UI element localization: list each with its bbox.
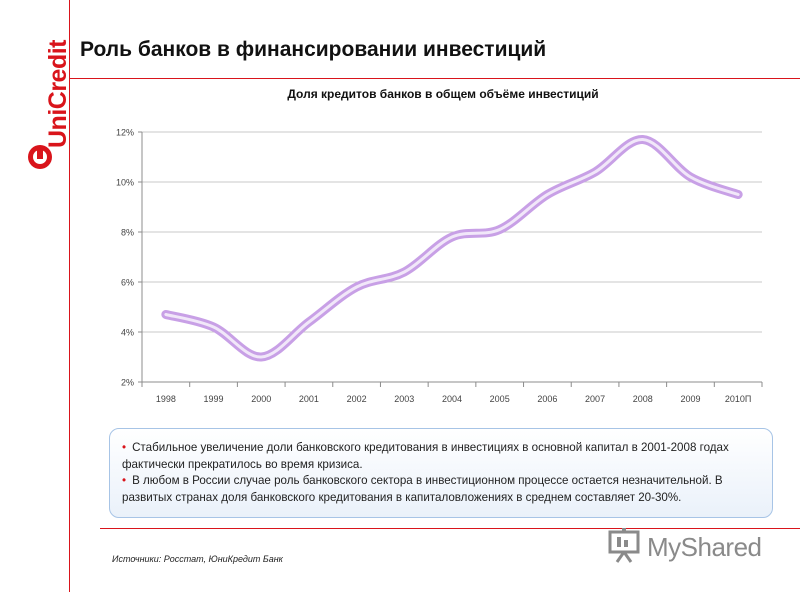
y-tick-label: 12%: [116, 128, 134, 138]
footer-divider: [100, 528, 800, 529]
x-tick-label: 2003: [394, 394, 414, 404]
callout-item: • Стабильное увеличение доли банковского …: [122, 441, 729, 471]
line-chart: 2% 4% 6% 8% 10% 12% 1998 1999 2000 2001 2002 2003 20…: [116, 128, 763, 404]
y-tick-label: 6%: [121, 278, 134, 288]
unicredit-emblem-icon: [28, 145, 52, 169]
x-tick-label: 2000: [251, 394, 271, 404]
y-tick-label: 8%: [121, 228, 134, 238]
y-tick-label: 10%: [116, 178, 134, 188]
unicredit-logo: UniCredit: [10, 20, 72, 170]
x-tick-label: 2001: [299, 394, 319, 404]
series-line-outer: [161, 135, 743, 362]
page-title: Роль банков в финансировании инвестиций: [80, 38, 547, 61]
x-tick-label: 2009: [680, 394, 700, 404]
brand-sidebar: UniCredit: [0, 0, 72, 592]
source-note: Источники: Росстат, ЮниКредит Банк: [112, 554, 283, 564]
bullet-icon: •: [122, 441, 127, 454]
y-tick-label: 4%: [121, 328, 134, 338]
x-tick-label: 2002: [347, 394, 367, 404]
presentation-board-icon: [608, 528, 640, 563]
x-tick-label: 1999: [204, 394, 224, 404]
x-tick-label: 2005: [490, 394, 510, 404]
title-divider: [70, 78, 800, 79]
y-tick-label: 2%: [121, 378, 134, 388]
x-tick-label: 2010П: [725, 394, 752, 404]
notes-callout: • Стабильное увеличение доли банковского …: [109, 428, 773, 518]
x-tick-label: 2008: [633, 394, 653, 404]
x-tick-label: 2006: [537, 394, 557, 404]
watermark: MyShared: [605, 528, 770, 568]
x-tick-label: 1998: [156, 394, 176, 404]
chart-title: Доля кредитов банков в общем объёме инве…: [287, 87, 599, 101]
callout-item: • В любом в России случае роль банковског…: [122, 474, 723, 504]
brand-divider: [69, 0, 70, 592]
series-line-inner: [164, 137, 740, 359]
x-tick-label: 2004: [442, 394, 462, 404]
x-tick-label: 2007: [585, 394, 605, 404]
watermark-text: MyShared: [647, 532, 762, 562]
bullet-icon: •: [122, 474, 127, 487]
